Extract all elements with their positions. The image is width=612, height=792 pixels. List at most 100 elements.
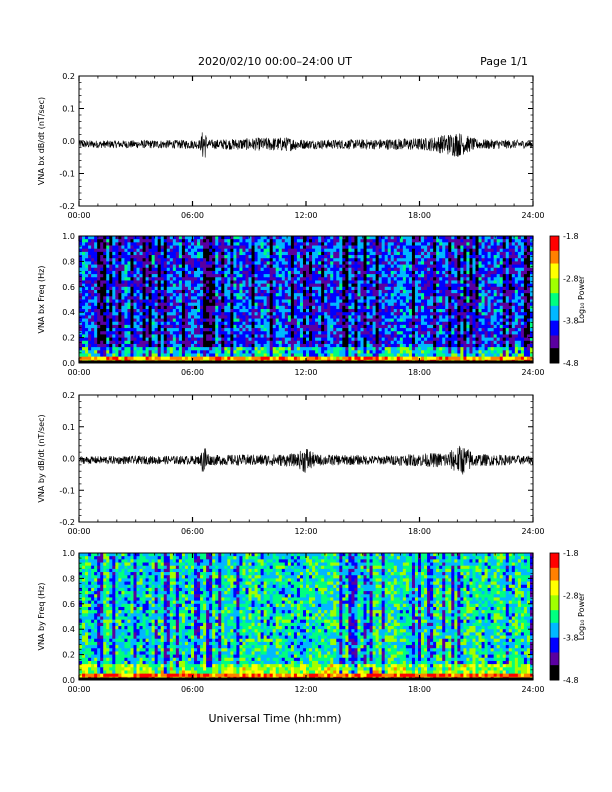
heatmap-cell: [333, 328, 337, 332]
heatmap-cell: [484, 274, 488, 278]
heatmap-cell: [363, 296, 367, 300]
heatmap-cell: [94, 242, 98, 246]
heatmap-cell: [221, 324, 225, 329]
heatmap-cell: [481, 274, 485, 278]
heatmap-cell: [248, 286, 252, 291]
heatmap-cell: [336, 324, 340, 329]
heatmap-cell: [499, 255, 504, 259]
heatmap-cell: [399, 255, 404, 259]
heatmap-cell: [175, 296, 180, 300]
heatmap-cell: [445, 302, 449, 307]
heatmap-cell: [302, 286, 307, 291]
heatmap-cell: [493, 248, 498, 253]
heatmap-cell: [381, 277, 386, 281]
heatmap-cell: [215, 289, 219, 294]
heatmap-cell: [375, 305, 380, 310]
heatmap-cell: [109, 251, 113, 256]
heatmap-cell: [490, 267, 495, 272]
heatmap-cell: [421, 315, 425, 319]
heatmap-cell: [523, 267, 528, 272]
heatmap-cell: [466, 251, 470, 256]
heatmap-cell: [260, 267, 265, 272]
heatmap-cell: [97, 299, 101, 304]
heatmap-cell: [124, 255, 128, 259]
heatmap-cell: [260, 283, 265, 288]
heatmap-cell: [287, 315, 292, 319]
heatmap-cell: [281, 309, 286, 313]
heatmap-cell: [296, 270, 301, 275]
heatmap-cell: [421, 324, 425, 329]
heatmap-cell: [88, 337, 92, 342]
heatmap-cell: [502, 280, 507, 285]
heatmap-cell: [227, 245, 231, 250]
heatmap-cell: [348, 251, 352, 256]
heatmap-cell: [342, 302, 346, 307]
heatmap-cell: [127, 289, 131, 294]
heatmap-cell: [502, 312, 507, 316]
heatmap-cell: [496, 299, 501, 304]
heatmap-cell: [330, 331, 334, 335]
heatmap-cell: [463, 277, 467, 281]
heatmap-cell: [414, 293, 419, 297]
heatmap-cell: [248, 312, 252, 316]
heatmap-cell: [427, 245, 431, 250]
heatmap-cell: [233, 315, 237, 319]
heatmap-cell: [463, 239, 467, 243]
heatmap-cell: [266, 312, 271, 316]
heatmap-cell: [212, 324, 216, 329]
heatmap-cell: [445, 245, 449, 250]
heatmap-cell: [384, 331, 389, 335]
heatmap-cell: [369, 251, 373, 256]
heatmap-cell: [487, 274, 492, 278]
heatmap-cell: [245, 236, 249, 240]
heatmap-cell: [106, 302, 110, 307]
heatmap-cell: [460, 286, 464, 291]
heatmap-cell: [508, 328, 513, 332]
heatmap-cell: [360, 251, 364, 256]
heatmap-cell: [511, 280, 516, 285]
heatmap-cell: [190, 264, 195, 269]
heatmap-cell: [433, 334, 437, 338]
heatmap-cell: [342, 264, 346, 269]
heatmap-cell: [166, 280, 171, 285]
heatmap-cell: [417, 296, 422, 300]
heatmap-cell: [333, 267, 337, 272]
heatmap-cell: [324, 293, 328, 297]
heatmap-cell: [254, 324, 258, 329]
heatmap-cell: [502, 324, 507, 329]
heatmap-cell: [372, 299, 377, 304]
heatmap-cell: [433, 312, 437, 316]
heatmap-cell: [523, 245, 528, 250]
heatmap-cell: [251, 315, 255, 319]
heatmap-cell: [236, 283, 240, 288]
heatmap-cell: [354, 280, 358, 285]
heatmap-cell: [275, 274, 280, 278]
heatmap-cell: [148, 331, 153, 335]
heatmap-cell: [363, 277, 367, 281]
heatmap-cell: [169, 261, 174, 265]
heatmap-cell: [224, 258, 228, 262]
heatmap-cell: [451, 331, 455, 335]
heatmap-cell: [239, 315, 243, 319]
heatmap-cell: [302, 251, 307, 256]
heatmap-cell: [517, 334, 522, 338]
heatmap-cell: [463, 280, 467, 285]
heatmap-cell: [157, 258, 162, 262]
heatmap-cell: [169, 280, 174, 285]
heatmap-cell: [327, 299, 331, 304]
heatmap-cell: [472, 324, 476, 329]
heatmap-cell: [526, 251, 531, 256]
heatmap-cell: [402, 283, 407, 288]
heatmap-cell: [484, 321, 488, 326]
heatmap-cell: [345, 286, 349, 291]
heatmap-cell: [481, 283, 485, 288]
figure-title: 2020/02/10 00:00–24:00 UT: [198, 55, 352, 68]
heatmap-cell: [529, 299, 534, 304]
heatmap-cell: [460, 293, 464, 297]
heatmap-cell: [260, 302, 265, 307]
heatmap-cell: [206, 321, 210, 326]
heatmap-cell: [402, 236, 407, 240]
heatmap-cell: [166, 331, 171, 335]
heatmap-cell: [133, 239, 137, 243]
heatmap-cell: [239, 242, 243, 246]
